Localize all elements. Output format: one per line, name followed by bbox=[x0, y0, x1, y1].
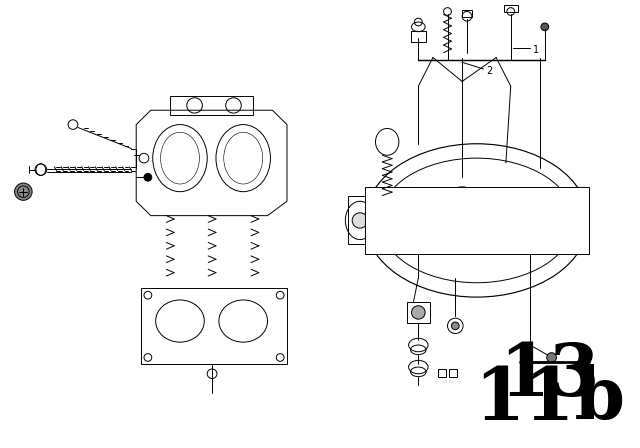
Circle shape bbox=[412, 306, 425, 319]
Circle shape bbox=[451, 322, 459, 330]
Bar bbox=[141, 288, 287, 364]
Text: 11b: 11b bbox=[474, 364, 625, 435]
Text: 13: 13 bbox=[499, 340, 600, 411]
Circle shape bbox=[576, 203, 582, 209]
Circle shape bbox=[144, 173, 152, 181]
Circle shape bbox=[547, 353, 556, 362]
Text: 1: 1 bbox=[533, 45, 540, 55]
Bar bbox=[462, 9, 472, 17]
Bar bbox=[365, 187, 589, 254]
Polygon shape bbox=[136, 110, 287, 215]
Circle shape bbox=[15, 183, 32, 200]
Bar bbox=[438, 369, 445, 377]
Bar bbox=[504, 5, 518, 13]
Bar bbox=[348, 197, 372, 245]
Bar bbox=[170, 96, 253, 115]
Circle shape bbox=[352, 213, 368, 228]
Text: 2: 2 bbox=[486, 66, 493, 76]
Bar bbox=[449, 369, 457, 377]
Bar bbox=[410, 30, 426, 42]
Bar bbox=[406, 302, 430, 323]
Circle shape bbox=[541, 23, 548, 30]
